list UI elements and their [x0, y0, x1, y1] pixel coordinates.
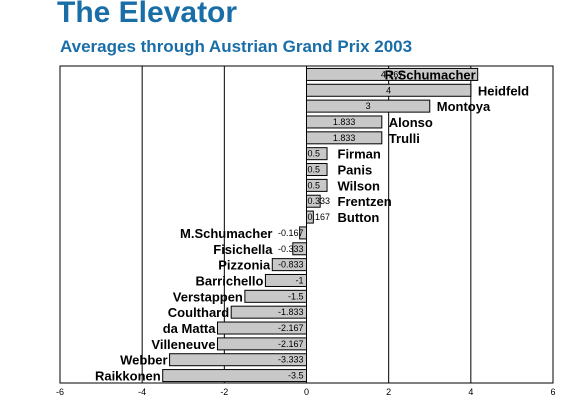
bar: [292, 242, 307, 256]
category-label: da Matta: [163, 321, 217, 336]
data-label: -3.5: [288, 371, 304, 381]
data-label: 0.333: [308, 196, 331, 206]
bar: [306, 210, 314, 224]
bar: [306, 194, 321, 208]
data-label: -0.833: [278, 260, 304, 270]
category-label: Panis: [338, 163, 373, 178]
category-label: Alonso: [389, 115, 433, 130]
bar: [299, 226, 307, 240]
data-label: -1.833: [278, 307, 304, 317]
data-label: -0.167: [278, 228, 304, 238]
bar: [230, 305, 307, 319]
bar: [306, 115, 383, 129]
x-tick-label: 6: [550, 387, 555, 397]
bar: [271, 258, 308, 272]
category-label: Fisichella: [213, 242, 273, 257]
bar: [216, 337, 307, 351]
bar: [216, 321, 307, 335]
category-label: Frentzen: [338, 194, 392, 209]
bar: [244, 289, 307, 303]
data-label: 0.5: [308, 165, 321, 175]
category-label: Webber: [120, 353, 167, 368]
x-tick-label: -6: [56, 387, 64, 397]
x-axis-ticks: -6 -4 -2 0 2 4 6: [56, 387, 556, 397]
bar: [306, 99, 431, 113]
category-label: Villeneuve: [151, 337, 215, 352]
x-tick-label: 2: [386, 387, 391, 397]
x-tick-label: -4: [138, 387, 146, 397]
category-label: R.Schumacher: [385, 67, 476, 82]
bar: [306, 178, 328, 192]
x-tick-label: 4: [468, 387, 473, 397]
bar: [306, 147, 328, 161]
data-label: -1.5: [288, 291, 304, 301]
category-label: Verstappen: [173, 289, 243, 304]
category-label: Heidfeld: [478, 83, 529, 98]
chart-subtitle: Averages through Austrian Grand Prix 200…: [60, 37, 413, 56]
x-tick-label: 0: [304, 387, 309, 397]
category-label: Wilson: [338, 178, 381, 193]
data-label: 0.5: [308, 180, 321, 190]
category-label: Coulthard: [168, 305, 229, 320]
bar: [162, 369, 307, 383]
data-label: 4.167: [381, 69, 404, 79]
category-label: Pizzonia: [218, 258, 271, 273]
bar: [306, 163, 328, 177]
category-label: Montoya: [437, 99, 491, 114]
data-label: 4: [386, 85, 391, 95]
data-label: 0.5: [308, 149, 321, 159]
category-label: Barrichello: [195, 273, 263, 288]
bar: [264, 273, 307, 287]
data-label: 3: [366, 101, 371, 111]
data-label: -2.167: [278, 323, 304, 333]
data-label: -1: [295, 275, 303, 285]
category-label: Raikkonen: [95, 369, 161, 384]
data-label: 1.833: [333, 117, 356, 127]
data-label: 0.167: [308, 212, 331, 222]
category-label: M.Schumacher: [180, 226, 272, 241]
data-label: -3.333: [278, 355, 304, 365]
category-label: Firman: [338, 147, 381, 162]
x-tick-label: -2: [220, 387, 228, 397]
bar: [169, 353, 307, 367]
bar: [306, 83, 472, 97]
category-label: Button: [338, 210, 380, 225]
data-label: -0.333: [278, 244, 304, 254]
category-label: Trulli: [389, 131, 420, 146]
data-label: 1.833: [333, 133, 356, 143]
bar: [306, 131, 383, 145]
chart-title: The Elevator: [57, 0, 238, 29]
data-label: -2.167: [278, 339, 304, 349]
bar: [306, 67, 479, 81]
